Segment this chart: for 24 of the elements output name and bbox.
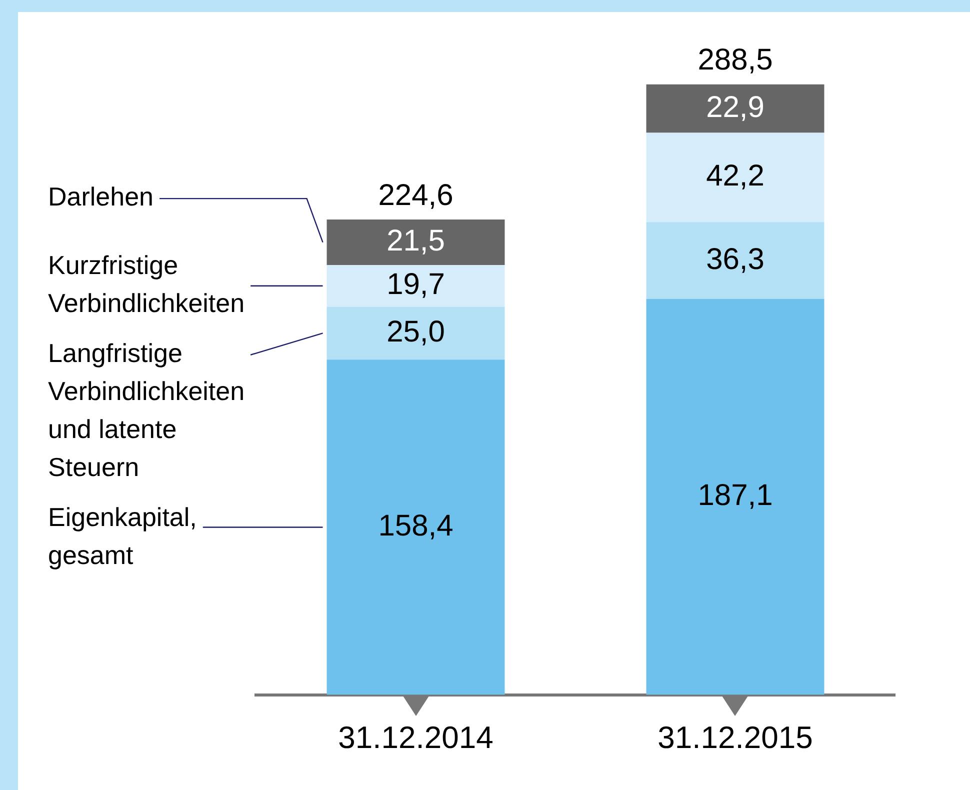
- text: Kurzfristige Verbindlichkeiten: [48, 250, 245, 318]
- data-label: 42,2: [706, 160, 764, 193]
- data-label: 25,0: [386, 315, 445, 348]
- bar: [326, 220, 505, 266]
- data-label: 21,5: [386, 224, 445, 258]
- data-label: 22,9: [706, 90, 764, 124]
- x-tick-label: 31.12.2015: [658, 720, 813, 755]
- bar: [646, 222, 824, 299]
- x-tick-label: 31.12.2014: [338, 720, 494, 755]
- data-label: 36,3: [706, 242, 764, 276]
- total-label: 288,5: [698, 44, 773, 77]
- bar: [646, 132, 824, 222]
- data-label: 19,7: [386, 268, 445, 302]
- bar: [326, 306, 505, 360]
- text: Langfristige Verbindlichkeiten und latente Steuern: [48, 338, 245, 482]
- text: Darlehen: [48, 182, 154, 212]
- data-label: 187,1: [698, 479, 773, 512]
- bar: [326, 360, 505, 695]
- bar: [646, 84, 824, 133]
- data-label: 158,4: [378, 509, 454, 542]
- bar: [326, 265, 505, 307]
- total-label: 224,6: [378, 178, 454, 212]
- bar: [646, 298, 824, 695]
- text: Eigenkapital, gesamt: [48, 502, 197, 570]
